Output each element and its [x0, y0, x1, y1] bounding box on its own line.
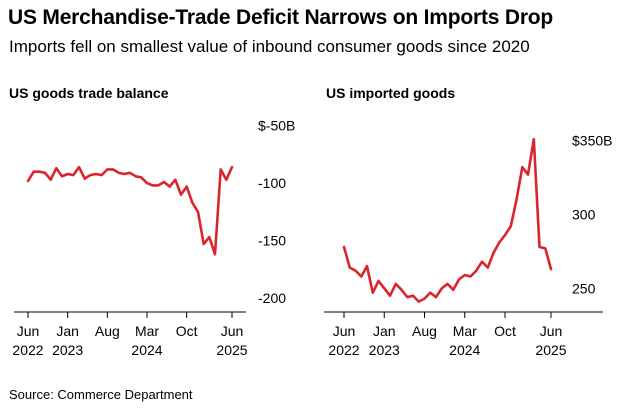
balance-xtick-label-3: Mar: [135, 323, 159, 339]
balance-xtick-label-0: Jun: [17, 323, 40, 339]
imports-series-line-0: [342, 137, 553, 303]
imports-xtick-label-1: Jan: [373, 323, 396, 339]
balance-ytick-label-2: -150: [258, 233, 286, 249]
panel-title-trade-balance: US goods trade balance: [9, 85, 169, 101]
balance-xtick-label-2: Aug: [95, 323, 120, 339]
imports-xtick-label-3: Mar: [453, 323, 477, 339]
imports-xtick-label-2: Aug: [412, 323, 437, 339]
balance-ytick-label-1: -100: [258, 175, 286, 191]
chart-subtitle: Imports fell on smallest value of inboun…: [9, 37, 530, 56]
imports-ytick-label-0: $350B: [572, 133, 612, 149]
chart-title: US Merchandise-Trade Deficit Narrows on …: [8, 6, 554, 29]
imports-xtick-year-1: 2023: [369, 342, 400, 358]
balance-xtick-label-5: Jun: [221, 323, 244, 339]
balance-xtick-year-5: 2025: [216, 342, 247, 358]
imports-ytick-label-2: 250: [572, 280, 596, 296]
balance-xtick-year-1: 2023: [52, 342, 83, 358]
imports-xtick-year-3: 2024: [449, 342, 480, 358]
imports-xtick-label-4: Oct: [494, 323, 516, 339]
balance-xtick-year-0: 2022: [12, 342, 43, 358]
imports-xtick-label-5: Jun: [540, 323, 563, 339]
imports-xtick-label-0: Jun: [333, 323, 356, 339]
balance-series-line-0: [26, 165, 234, 256]
imports-xtick-year-5: 2025: [535, 342, 566, 358]
balance-ytick-label-0: $-50B: [258, 118, 295, 134]
imports-ytick-label-1: 300: [572, 206, 596, 222]
panel-title-imported-goods: US imported goods: [326, 85, 456, 101]
source-note: Source: Commerce Department: [9, 387, 193, 402]
balance-xtick-label-4: Oct: [176, 323, 198, 339]
balance-ytick-label-3: -200: [258, 290, 286, 306]
balance-xtick-year-3: 2024: [131, 342, 162, 358]
imports-xtick-year-0: 2022: [328, 342, 359, 358]
balance-xtick-label-1: Jan: [56, 323, 79, 339]
